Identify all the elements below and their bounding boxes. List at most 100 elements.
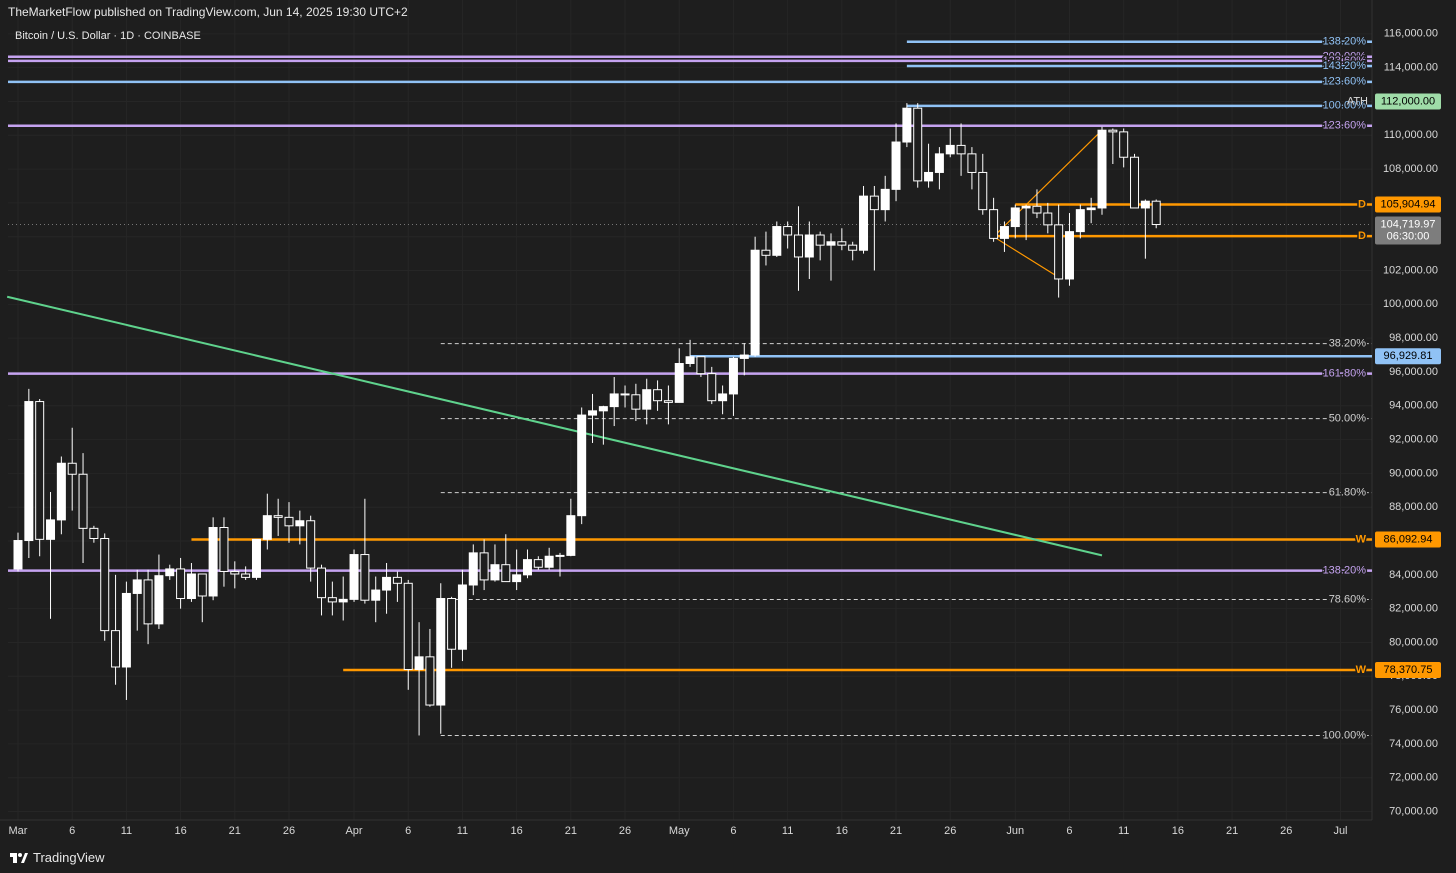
candle-body — [945, 144, 955, 155]
candle-body — [349, 554, 359, 600]
candle-body — [338, 598, 348, 603]
y-tick-label: 108,000.00 — [1383, 163, 1438, 175]
x-tick-label: 11 — [782, 825, 793, 837]
candle-body — [46, 519, 56, 540]
candle-body — [132, 579, 142, 594]
candle-body — [284, 516, 294, 527]
candle-body — [1075, 209, 1085, 233]
candle-body — [609, 393, 619, 408]
candle-body — [761, 249, 771, 256]
candle-body — [262, 515, 272, 540]
candle-body — [67, 462, 77, 475]
level-tag: D — [1358, 198, 1366, 210]
y-tick-label: 96,000.00 — [1389, 366, 1438, 378]
candle-body — [360, 554, 370, 601]
countdown: 06:30:00 — [1387, 230, 1430, 242]
y-tick-label: 98,000.00 — [1389, 332, 1438, 344]
candle-body — [1010, 207, 1020, 228]
candle-body — [512, 574, 522, 583]
ath-tag: 112,000.00 — [1381, 95, 1435, 107]
candle-body — [1130, 156, 1140, 209]
candle-body — [999, 226, 1009, 239]
candle-body — [392, 576, 402, 584]
y-tick-label: 74,000.00 — [1389, 738, 1438, 750]
candle-body — [642, 389, 652, 410]
logo — [10, 852, 28, 863]
x-tick-label: 21 — [229, 825, 241, 837]
y-tick-label: 88,000.00 — [1389, 501, 1438, 513]
candle-body — [956, 144, 966, 155]
candle-body — [793, 234, 803, 258]
publish-header: TheMarketFlow published on TradingView.c… — [8, 5, 408, 19]
y-tick-label: 110,000.00 — [1384, 129, 1438, 141]
candle-body — [197, 573, 207, 597]
candle-body — [121, 592, 131, 668]
candle-body — [78, 473, 88, 529]
candle-body — [1119, 131, 1129, 158]
candle-body — [165, 568, 175, 577]
candle-body — [306, 520, 316, 569]
candle-body — [479, 552, 489, 581]
x-tick-label: 6 — [405, 825, 411, 837]
candle-body — [718, 393, 728, 402]
level-tag: D — [1358, 230, 1366, 242]
level-label: 138.20% — [1323, 36, 1367, 48]
candle-body — [815, 234, 825, 246]
candle-body — [501, 564, 511, 583]
y-tick-label: 70,000.00 — [1389, 805, 1438, 817]
x-tick-label: Jun — [1006, 825, 1024, 837]
candle-body — [848, 244, 858, 251]
x-tick-label: 6 — [730, 825, 736, 837]
candle-body — [327, 597, 337, 603]
ath-tag-box — [1375, 93, 1441, 110]
footer: TradingView — [10, 850, 105, 865]
x-tick-label: 16 — [836, 825, 848, 837]
x-tick-label: Jul — [1333, 825, 1347, 837]
candle-body — [295, 520, 305, 527]
candle-body — [728, 357, 738, 395]
price-tag: 96,929.81 — [1384, 350, 1433, 362]
x-tick-label: 16 — [174, 825, 186, 837]
candle-body — [414, 656, 424, 671]
y-tick-label: 116,000.00 — [1384, 28, 1438, 40]
candle-body — [783, 226, 793, 236]
candle-body — [837, 241, 847, 246]
x-tick-label: 21 — [890, 825, 902, 837]
y-tick-label: 102,000.00 — [1383, 264, 1438, 276]
candle-body — [273, 515, 283, 518]
candle-body — [588, 410, 598, 416]
candle-body — [219, 527, 229, 572]
level-label: 123.60% — [1323, 120, 1367, 132]
candle-body — [869, 195, 879, 211]
price-tag-box — [1375, 348, 1441, 365]
price-tag-box — [1375, 196, 1441, 213]
candle-body — [1064, 231, 1074, 280]
candle-body — [436, 598, 446, 706]
y-tick-label: 100,000.00 — [1383, 298, 1438, 310]
candle-body — [1032, 205, 1042, 214]
candle-body — [685, 356, 695, 365]
candle-body — [978, 171, 988, 211]
candle-body — [653, 389, 663, 402]
candle-body — [56, 462, 66, 521]
level-label: 123.60% — [1323, 55, 1367, 67]
candle-body — [566, 515, 576, 556]
last-price-box — [1375, 216, 1441, 245]
footer-brand: TradingView — [33, 850, 105, 865]
price-tag: 86,092.94 — [1384, 533, 1433, 545]
level-tag: W — [1356, 664, 1367, 676]
ath-text: ATH — [1347, 95, 1368, 107]
candle-body — [89, 527, 99, 539]
y-tick-label: 92,000.00 — [1389, 433, 1438, 445]
candle-body — [577, 414, 587, 517]
candle-body — [598, 406, 608, 412]
candle-body — [1021, 205, 1031, 209]
level-label: 100.00% — [1323, 100, 1367, 112]
candle-body — [555, 554, 565, 557]
price-tag-box — [1375, 662, 1441, 679]
y-tick-label: 94,000.00 — [1389, 400, 1438, 412]
candle-body — [674, 363, 684, 403]
candle-body — [750, 249, 760, 356]
